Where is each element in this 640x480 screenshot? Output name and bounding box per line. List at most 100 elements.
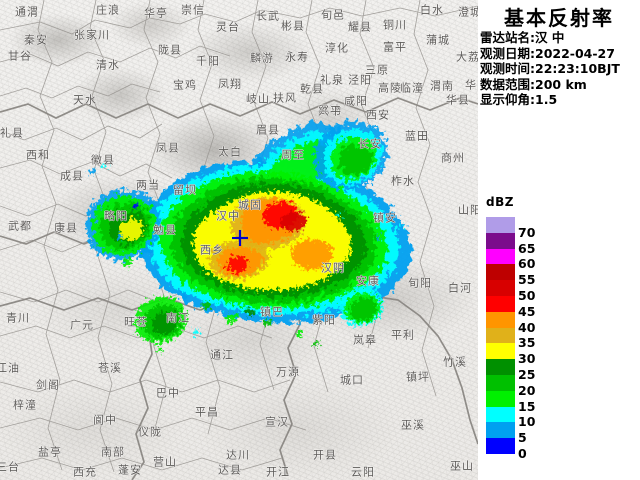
- city-label: 彬县: [281, 19, 305, 33]
- legend-tick-label: 55: [518, 272, 536, 288]
- legend-unit-label: dBZ: [486, 195, 514, 209]
- info-key: 观测时间:: [480, 61, 535, 76]
- city-label: 康县: [54, 221, 78, 235]
- station-marker-layer: [232, 230, 248, 246]
- city-label: 镇安: [373, 211, 397, 225]
- city-label: 灵台: [216, 20, 240, 34]
- city-label: 盐亭: [38, 445, 62, 459]
- radar-map-panel[interactable]: 通渭 庄浪 华亭 崇信 灵台 长武 彬县 旬邑 耀县 铜川 白水 澄城 张家川 秦安 甘谷 清水 陇县 千阳 麟游永…: [0, 0, 478, 480]
- legend-swatch: [486, 343, 515, 360]
- city-label: 白水: [420, 3, 444, 17]
- city-label: 永寿: [285, 50, 309, 64]
- city-label: 梓潼: [13, 398, 37, 412]
- city-label: 长武: [256, 9, 280, 23]
- city-label: 长安: [358, 137, 382, 151]
- city-label: 大荔: [456, 50, 478, 64]
- city-label: 太白: [218, 145, 242, 159]
- city-label: 澄城: [458, 5, 478, 19]
- info-key: 雷达站名:: [480, 30, 535, 45]
- legend-tick-label: 35: [518, 335, 536, 351]
- city-label: 清水: [96, 58, 120, 72]
- city-label: 镇坪: [406, 370, 430, 384]
- city-label: 高陵: [378, 81, 402, 95]
- city-label: 岐山: [246, 92, 270, 106]
- city-label: 通江: [210, 348, 234, 362]
- info-row: 雷达站名:汉 中: [480, 30, 640, 46]
- city-label: 开江: [266, 465, 290, 479]
- city-label: 剑阁: [36, 378, 60, 392]
- info-row: 观测日期:2022-04-27: [480, 46, 640, 62]
- city-label: 蓬安: [118, 463, 142, 477]
- city-label: 云阳: [351, 465, 375, 479]
- legend-tick-label: 0: [518, 446, 527, 461]
- legend-tick-label: 70: [518, 224, 536, 240]
- legend-tick-label: 40: [518, 319, 536, 335]
- city-label: 徽县: [91, 153, 115, 167]
- city-label: 凤县: [156, 141, 180, 155]
- city-label: 城固: [238, 198, 262, 212]
- city-label: 华县: [446, 93, 470, 107]
- city-label: 成县: [60, 169, 84, 183]
- city-label: 淳化: [325, 41, 349, 55]
- city-label: 白河: [448, 281, 472, 295]
- city-label: 三原: [365, 63, 389, 77]
- city-label: 旬邑: [321, 8, 345, 22]
- city-label: 平昌: [195, 405, 219, 419]
- city-label: 西充: [73, 465, 97, 479]
- city-label: 铜川: [383, 18, 407, 32]
- city-label: 江油: [0, 361, 20, 375]
- city-label: 陇县: [158, 43, 182, 57]
- city-label: 宝鸡: [173, 78, 197, 92]
- city-label: 泾阳: [348, 73, 372, 87]
- legend-swatch: [486, 248, 515, 265]
- city-label: 咸阳: [344, 94, 368, 108]
- city-label: 武都: [8, 219, 32, 233]
- city-label: 镇巴: [260, 305, 284, 319]
- city-label: 三台: [0, 460, 20, 474]
- city-label: 眉县: [256, 123, 280, 137]
- city-label: 苍溪: [98, 361, 122, 375]
- city-label: 旬阳: [408, 276, 432, 290]
- city-label: 巫山: [450, 459, 474, 473]
- city-label: 武功: [318, 103, 342, 117]
- city-label: 阆中: [93, 413, 117, 427]
- info-side-panel: 基本反射率 雷达站名:汉 中观测日期:2022-04-27 观测时间:22:23:…: [478, 0, 640, 480]
- legend-tick-label: 10: [518, 414, 536, 430]
- city-label: 华亭: [144, 6, 168, 20]
- observation-info-block: 雷达站名:汉 中观测日期:2022-04-27 观测时间:22:23:10BJT 数…: [480, 30, 640, 108]
- city-label: 山阳: [458, 203, 478, 217]
- legend-swatch: [486, 217, 515, 233]
- radar-station-marker: [232, 230, 248, 246]
- city-label: 汉阴: [321, 261, 345, 275]
- city-label: 蓝田: [405, 129, 429, 143]
- city-label: 庄浪: [96, 3, 120, 17]
- legend-swatch: [486, 390, 515, 407]
- legend-swatch: [486, 438, 515, 454]
- city-label: 乾县: [300, 82, 324, 96]
- city-label: 广元: [70, 318, 94, 332]
- legend-tick-label: 25: [518, 367, 536, 382]
- city-label: 岚皋: [353, 333, 377, 347]
- legend-swatch: [486, 359, 515, 375]
- city-label: 秦安: [24, 33, 48, 47]
- city-label: 仪陇: [138, 425, 162, 439]
- legend-swatch: [486, 280, 515, 296]
- city-label: 礼县: [0, 126, 24, 140]
- city-label: 扶风: [273, 91, 297, 105]
- legend-tick-label: 60: [518, 256, 536, 272]
- legend-tick-label: 30: [518, 351, 536, 367]
- city-label: 蒲城: [426, 33, 450, 47]
- legend-swatch: [486, 311, 515, 328]
- legend-swatch: [486, 422, 515, 439]
- legend-tick-label: 45: [518, 303, 536, 319]
- city-label: 万源: [276, 365, 300, 379]
- city-label: 勉县: [153, 223, 177, 237]
- city-label: 达川: [226, 448, 250, 462]
- city-label: 安康: [356, 274, 380, 288]
- info-value: 22:23:10BJT: [535, 61, 620, 76]
- city-label: 南江: [166, 311, 190, 325]
- city-label: 临潼: [400, 81, 424, 95]
- city-label-layer: 通渭 庄浪 华亭 崇信 灵台 长武 彬县 旬邑 耀县 铜川 白水 澄城 张家川 秦安 甘谷 清水 陇县 千阳 麟游永…: [0, 3, 478, 479]
- city-label: 巴中: [156, 386, 180, 400]
- city-label: 通渭: [15, 5, 39, 19]
